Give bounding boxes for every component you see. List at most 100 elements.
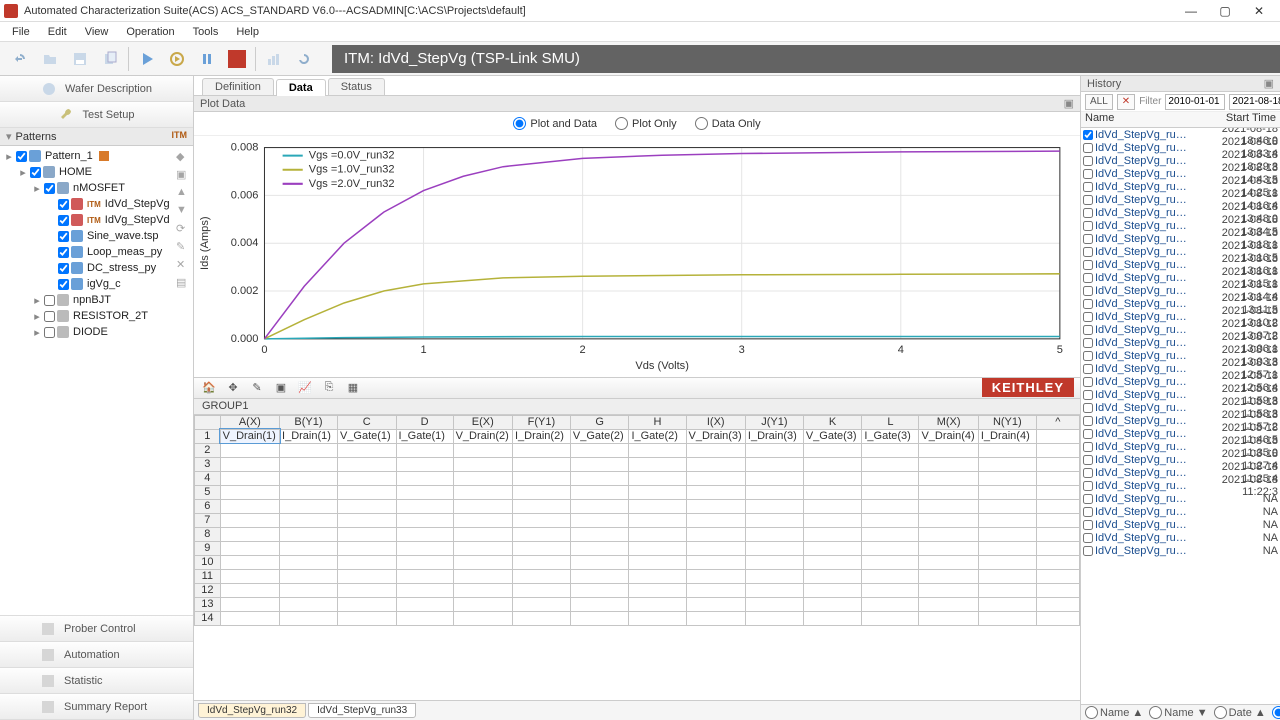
grid-cell[interactable] [396, 569, 453, 583]
grid-cell[interactable] [220, 457, 279, 471]
grid-cell[interactable] [686, 471, 745, 485]
history-col-name[interactable]: Name [1081, 112, 1194, 127]
history-checkbox[interactable] [1083, 507, 1093, 517]
history-checkbox[interactable] [1083, 468, 1093, 478]
tree-item[interactable]: ITMIdVg_StepVd [0, 212, 193, 228]
collapse-icon[interactable]: ▣ [1064, 97, 1074, 110]
grid-cell[interactable] [337, 569, 396, 583]
tree-item[interactable]: ▸DIODE [0, 324, 193, 340]
grid-cell[interactable] [686, 457, 745, 471]
history-checkbox[interactable] [1083, 390, 1093, 400]
menu-tools[interactable]: Tools [185, 24, 227, 40]
grid-cell[interactable] [280, 611, 338, 625]
grid-cell[interactable] [862, 611, 919, 625]
grid-cell[interactable] [453, 611, 512, 625]
grid-cell[interactable] [919, 485, 978, 499]
history-row[interactable]: IdVd_StepVg_run1.csv2021-08-18 11:22:3 [1081, 479, 1280, 492]
grid-cell[interactable] [220, 485, 279, 499]
grid-cell[interactable]: I_Gate(3) [862, 429, 919, 443]
pause-icon[interactable] [195, 47, 219, 71]
history-checkbox[interactable] [1083, 299, 1093, 309]
grid-cell[interactable]: I_Drain(1) [280, 429, 338, 443]
grid-cell[interactable] [220, 611, 279, 625]
grid-cell[interactable] [396, 597, 453, 611]
grid-cell[interactable] [337, 597, 396, 611]
grid-cell[interactable] [919, 611, 978, 625]
grid-cell[interactable] [803, 443, 862, 457]
data-grid[interactable]: A(X)B(Y1)CDE(X)F(Y1)GHI(X)J(Y1)KLM(X)N(Y… [194, 415, 1080, 626]
history-list[interactable]: IdVd_StepVg_run32.csv2021-08-18 18:46:0I… [1081, 128, 1280, 704]
tree-item[interactable]: Loop_meas_py [0, 244, 193, 260]
edit-icon[interactable]: ✎ [248, 379, 266, 397]
grid-cell[interactable] [396, 485, 453, 499]
tree-item[interactable]: ITMIdVd_StepVg [0, 196, 193, 212]
history-checkbox[interactable] [1083, 247, 1093, 257]
grid-cell[interactable]: V_Gate(1) [337, 429, 396, 443]
stop-button[interactable] [225, 47, 249, 71]
grid-cell[interactable] [570, 457, 629, 471]
grid-cell[interactable] [629, 555, 686, 569]
grid-cell[interactable] [220, 597, 279, 611]
grid-cell[interactable] [512, 569, 570, 583]
grid-cell[interactable] [862, 555, 919, 569]
grid-cell[interactable]: I_Drain(4) [978, 429, 1036, 443]
history-checkbox[interactable] [1083, 195, 1093, 205]
grid-cell[interactable] [919, 457, 978, 471]
history-checkbox[interactable] [1083, 455, 1093, 465]
grid-cell[interactable] [570, 471, 629, 485]
grid-cell[interactable] [512, 499, 570, 513]
grid-cell[interactable] [978, 611, 1036, 625]
history-checkbox[interactable] [1083, 351, 1093, 361]
grid-cell[interactable] [862, 457, 919, 471]
grid-cell[interactable]: I_Drain(2) [512, 429, 570, 443]
grid-cell[interactable] [803, 471, 862, 485]
grid-cell[interactable] [570, 527, 629, 541]
grid-cell[interactable] [570, 485, 629, 499]
grid-cell[interactable] [745, 499, 803, 513]
filter-all-button[interactable]: ALL [1085, 94, 1113, 110]
grid-icon[interactable]: ▦ [344, 379, 362, 397]
tree-item[interactable]: ▸npnBJT [0, 292, 193, 308]
grid-cell[interactable] [629, 485, 686, 499]
trend-icon[interactable]: 📈 [296, 379, 314, 397]
tree-item[interactable]: igVg_c [0, 276, 193, 292]
grid-cell[interactable] [512, 457, 570, 471]
tree-checkbox[interactable] [58, 215, 69, 226]
grid-cell[interactable] [396, 527, 453, 541]
history-checkbox[interactable] [1083, 416, 1093, 426]
grid-cell[interactable] [337, 471, 396, 485]
history-checkbox[interactable] [1083, 520, 1093, 530]
grid-cell[interactable]: V_Drain(2) [453, 429, 512, 443]
grid-cell[interactable] [280, 597, 338, 611]
menu-operation[interactable]: Operation [118, 24, 182, 40]
history-checkbox[interactable] [1083, 273, 1093, 283]
grid-cell[interactable] [686, 569, 745, 583]
history-checkbox[interactable] [1083, 377, 1093, 387]
grid-cell[interactable] [220, 541, 279, 555]
grid-cell[interactable] [686, 541, 745, 555]
grid-cell[interactable]: V_Drain(4) [919, 429, 978, 443]
grid-cell[interactable] [803, 499, 862, 513]
tree-item[interactable]: ▸RESISTOR_2T [0, 308, 193, 324]
grid-cell[interactable] [745, 471, 803, 485]
tree-item[interactable]: Sine_wave.tsp [0, 228, 193, 244]
grid-cell[interactable] [919, 555, 978, 569]
history-checkbox[interactable] [1083, 533, 1093, 543]
tree-checkbox[interactable] [44, 295, 55, 306]
copy-icon[interactable] [98, 47, 122, 71]
statistic-button[interactable]: Statistic [0, 668, 193, 694]
maximize-button[interactable]: ▢ [1208, 0, 1242, 22]
radio-plot-and-data[interactable]: Plot and Data [513, 117, 597, 130]
history-checkbox[interactable] [1083, 338, 1093, 348]
wafer-description-button[interactable]: Wafer Description [0, 76, 193, 102]
grid-cell[interactable] [337, 555, 396, 569]
chart-area[interactable]: 0.0000.0020.0040.0060.008012345Vds (Volt… [194, 136, 1080, 377]
grid-cell[interactable] [803, 457, 862, 471]
grid-cell[interactable]: V_Drain(3) [686, 429, 745, 443]
automation-button[interactable]: Automation [0, 642, 193, 668]
grid-cell[interactable] [512, 485, 570, 499]
grid-cell[interactable] [919, 443, 978, 457]
grid-cell[interactable] [803, 597, 862, 611]
history-checkbox[interactable] [1083, 130, 1093, 140]
grid-cell[interactable] [686, 443, 745, 457]
